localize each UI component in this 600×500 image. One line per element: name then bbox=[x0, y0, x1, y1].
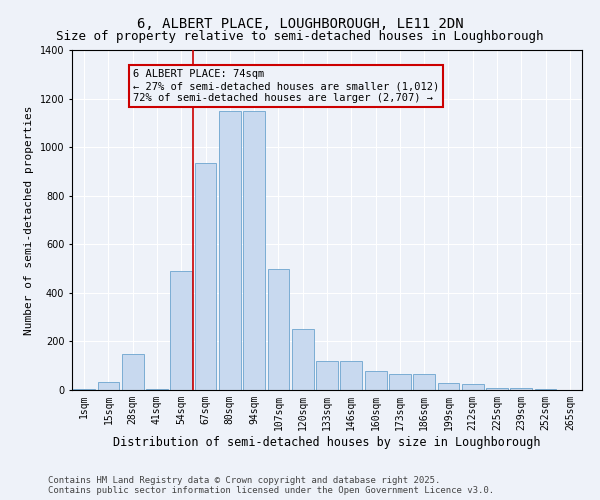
Text: Contains HM Land Registry data © Crown copyright and database right 2025.
Contai: Contains HM Land Registry data © Crown c… bbox=[48, 476, 494, 495]
Bar bbox=[219, 110, 241, 390]
Bar bbox=[268, 268, 289, 390]
Bar bbox=[389, 374, 411, 390]
Bar bbox=[243, 110, 265, 390]
Bar bbox=[292, 330, 314, 390]
Bar bbox=[340, 361, 362, 390]
Bar bbox=[462, 384, 484, 390]
X-axis label: Distribution of semi-detached houses by size in Loughborough: Distribution of semi-detached houses by … bbox=[113, 436, 541, 448]
Bar bbox=[146, 389, 168, 390]
Text: 6, ALBERT PLACE, LOUGHBOROUGH, LE11 2DN: 6, ALBERT PLACE, LOUGHBOROUGH, LE11 2DN bbox=[137, 18, 463, 32]
Y-axis label: Number of semi-detached properties: Number of semi-detached properties bbox=[24, 106, 34, 335]
Bar bbox=[365, 370, 386, 390]
Bar bbox=[170, 271, 192, 390]
Bar bbox=[437, 382, 460, 390]
Bar bbox=[97, 382, 119, 390]
Bar bbox=[413, 374, 435, 390]
Bar bbox=[122, 354, 143, 390]
Bar bbox=[511, 388, 532, 390]
Bar bbox=[535, 389, 556, 390]
Bar bbox=[73, 389, 95, 390]
Bar bbox=[486, 388, 508, 390]
Text: 6 ALBERT PLACE: 74sqm
← 27% of semi-detached houses are smaller (1,012)
72% of s: 6 ALBERT PLACE: 74sqm ← 27% of semi-deta… bbox=[133, 70, 439, 102]
Bar bbox=[316, 361, 338, 390]
Text: Size of property relative to semi-detached houses in Loughborough: Size of property relative to semi-detach… bbox=[56, 30, 544, 43]
Bar bbox=[194, 163, 217, 390]
